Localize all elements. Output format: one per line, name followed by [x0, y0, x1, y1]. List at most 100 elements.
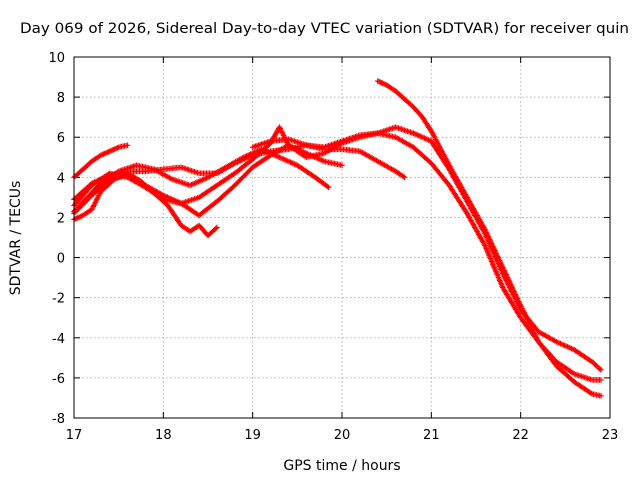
data-point-segment	[357, 130, 379, 138]
data-point-segment	[321, 158, 344, 168]
data-point-segment	[106, 172, 129, 183]
data-point	[124, 142, 131, 149]
data-point-segment	[374, 78, 389, 88]
data-point-segment	[214, 171, 237, 189]
data-point-segment	[410, 144, 433, 166]
tick-labels: 17 18 19 20 21 22 23 -8 -6 -4 -2 0 2 4 6 8 10	[48, 51, 618, 443]
data-point-segment	[160, 164, 183, 173]
data-point-segment	[89, 177, 112, 199]
data-point-segment	[249, 153, 273, 171]
y-tick-label: 4	[57, 171, 65, 186]
data-point	[598, 393, 604, 399]
data-point-segment	[267, 136, 290, 144]
data-point	[339, 162, 345, 169]
x-tick-label: 20	[334, 428, 351, 443]
x-tick-label: 21	[423, 428, 440, 443]
data-point-segment	[285, 142, 308, 160]
data-point-segment	[285, 136, 308, 148]
data-point-segment	[232, 153, 255, 167]
data-point-segment	[464, 210, 487, 247]
data-point-segment	[80, 159, 94, 173]
data-point-segment	[294, 162, 317, 180]
data-point	[214, 224, 220, 231]
data-point-segment	[196, 199, 219, 219]
data-point	[598, 377, 604, 383]
data-point-segment	[339, 132, 362, 144]
data-point-segment	[124, 168, 147, 175]
grid-lines	[74, 57, 610, 418]
data-point	[401, 174, 408, 181]
x-tick-label: 19	[244, 428, 261, 443]
data-point-segment	[205, 225, 219, 239]
data-point-segment	[303, 142, 326, 150]
data-point-segment	[500, 264, 523, 308]
data-point-segment	[401, 96, 416, 109]
y-tick-label: -2	[52, 292, 65, 307]
data-point-segment	[98, 177, 116, 195]
data-point-segment	[267, 146, 290, 155]
data-point-segment	[142, 182, 165, 198]
data-point-segment	[178, 164, 201, 176]
data-point-segment	[249, 138, 272, 151]
data-point-segment	[89, 173, 112, 187]
data-point-segment	[169, 176, 192, 188]
data-point-segment	[517, 302, 541, 344]
y-tick-label: -4	[52, 332, 65, 347]
y-tick-label: -8	[52, 412, 65, 427]
data-point-segment	[374, 158, 397, 174]
data-point	[325, 184, 332, 191]
x-tick-label: 18	[155, 428, 172, 443]
data-point-segment	[312, 174, 331, 190]
data-point-segment	[232, 157, 255, 177]
data-point-segment	[106, 168, 129, 179]
plot-border	[73, 56, 611, 419]
y-tick-label: 0	[57, 252, 65, 267]
data-point-segment	[464, 194, 487, 231]
series-track-5	[71, 142, 408, 203]
data-point-segment	[357, 148, 380, 164]
data-point-segment	[374, 124, 397, 136]
data-point-segment	[553, 363, 576, 384]
data-point-segment	[571, 347, 594, 364]
data-point-segment	[571, 371, 594, 383]
data-point-segment	[160, 192, 183, 206]
data-point-segment	[303, 150, 326, 161]
data-point-segment	[214, 161, 237, 177]
data-point-segment	[446, 182, 469, 215]
data-point-segment	[276, 154, 299, 168]
data-point-segment	[80, 207, 94, 219]
data-point-segment	[482, 242, 505, 289]
data-point-segment	[446, 162, 470, 199]
data-point-segment	[124, 172, 147, 188]
data-point-segment	[553, 339, 576, 352]
data-point-segment	[339, 146, 362, 154]
data-point-segment	[410, 104, 425, 119]
series-track-1	[71, 142, 131, 181]
plot-area	[71, 78, 604, 399]
data-point-segment	[482, 226, 505, 269]
x-tick-label: 17	[66, 428, 83, 443]
series-track-6	[71, 124, 604, 383]
data-point-segment	[535, 329, 558, 344]
data-point-segment	[142, 166, 165, 175]
data-point-segment	[419, 114, 434, 133]
data-point-segment	[392, 168, 407, 180]
data-point-segment	[392, 134, 415, 150]
data-point-segment	[178, 195, 201, 207]
data-point-segment	[321, 138, 344, 151]
y-axis-label: SDTVAR / TECUs	[8, 181, 24, 296]
data-point-segment	[383, 82, 398, 93]
data-point-segment	[589, 359, 603, 372]
data-point-segment	[410, 130, 433, 144]
y-tick-label: 6	[57, 131, 65, 146]
data-point-segment	[249, 141, 273, 163]
x-axis-label: GPS time / hours	[283, 458, 400, 474]
data-point-segment	[214, 183, 237, 205]
y-tick-label: 8	[57, 91, 65, 106]
x-tick-label: 22	[512, 428, 529, 443]
chart-title: Day 069 of 2026, Sidereal Day-to-day VTE…	[20, 21, 629, 37]
data-point-segment	[232, 165, 255, 189]
data-point-segment	[89, 153, 103, 165]
